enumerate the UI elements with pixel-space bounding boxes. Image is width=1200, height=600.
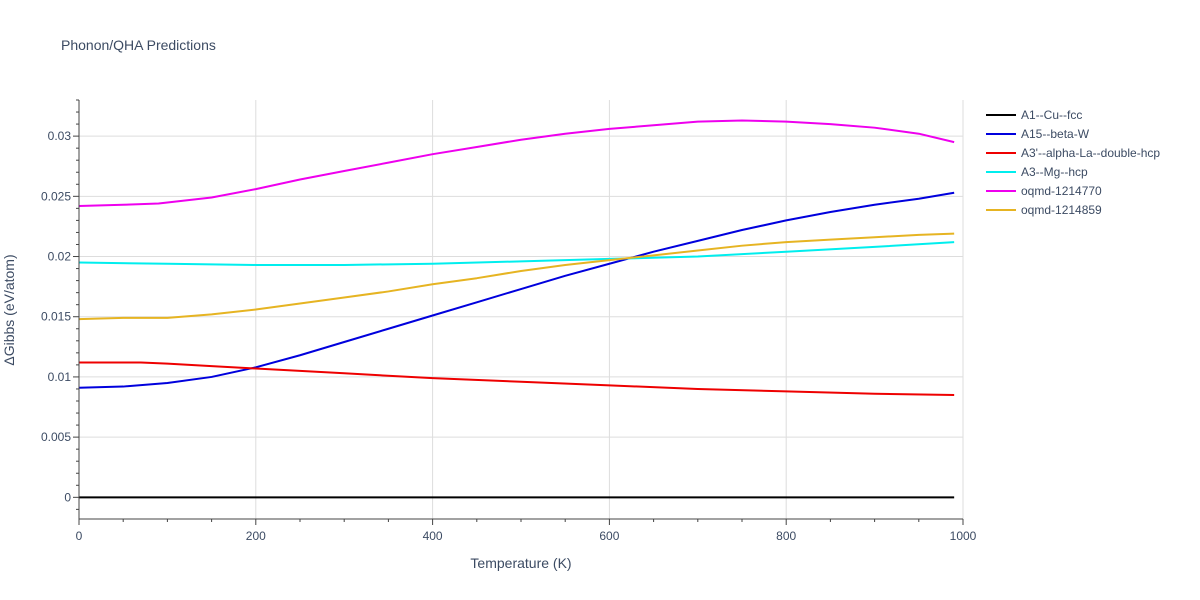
y-tick-label: 0.005 <box>41 430 71 444</box>
chart-title: Phonon/QHA Predictions <box>61 37 216 53</box>
legend-label[interactable]: A3--Mg--hcp <box>1021 165 1088 179</box>
y-tick-label: 0.01 <box>48 370 72 384</box>
series-line-4 <box>78 119 955 207</box>
x-tick-label: 200 <box>246 529 266 543</box>
axes: 0 200 400 600 800 1000 0 0.005 0.01 0.015 0.02 0.02… <box>41 99 977 543</box>
series-line-5 <box>78 232 955 321</box>
y-tick-label: 0 <box>64 490 71 504</box>
series-line-3 <box>78 241 955 266</box>
y-tick-label: 0.03 <box>48 129 72 143</box>
x-tick-label: 1000 <box>950 529 977 543</box>
legend: A1--Cu--fcc A15--beta-W A3'--alpha-La--dou… <box>986 108 1160 217</box>
x-tick-label: 600 <box>599 529 619 543</box>
y-axis-title: ΔGibbs (eV/atom) <box>1 254 17 365</box>
x-tick-label: 800 <box>776 529 796 543</box>
y-tick-label: 0.015 <box>41 310 71 324</box>
grid-lines <box>79 100 964 519</box>
legend-label[interactable]: oqmd-1214770 <box>1021 184 1102 198</box>
y-tick-label: 0.02 <box>48 250 72 264</box>
legend-label[interactable]: A15--beta-W <box>1021 127 1090 141</box>
legend-label[interactable]: A1--Cu--fcc <box>1021 108 1082 122</box>
x-tick-label: 0 <box>76 529 83 543</box>
x-axis-title: Temperature (K) <box>470 555 571 571</box>
y-tick-label: 0.025 <box>41 189 71 203</box>
series-line-2 <box>79 361 955 396</box>
x-tick-label: 400 <box>423 529 443 543</box>
legend-label[interactable]: oqmd-1214859 <box>1021 203 1102 217</box>
legend-label[interactable]: A3'--alpha-La--double-hcp <box>1021 146 1160 160</box>
plot-area <box>78 119 955 499</box>
series-line-1 <box>78 191 955 389</box>
